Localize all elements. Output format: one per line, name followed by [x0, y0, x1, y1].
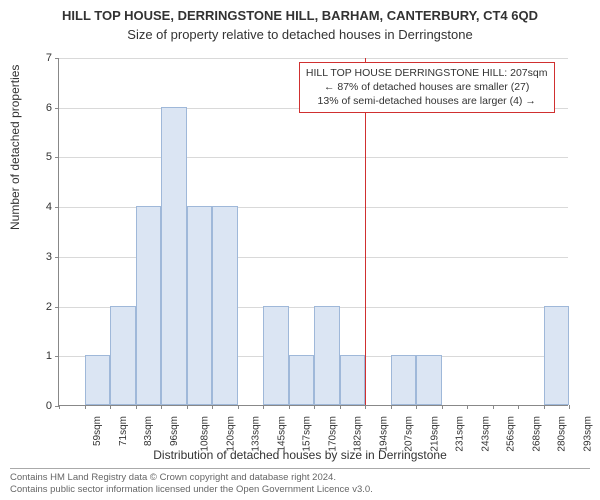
ytick-mark: [55, 356, 59, 357]
xtick-mark: [365, 405, 366, 409]
ytick-mark: [55, 307, 59, 308]
xtick-mark: [289, 405, 290, 409]
xtick-mark: [569, 405, 570, 409]
ytick-label: 5: [0, 151, 52, 163]
xtick-mark: [110, 405, 111, 409]
ytick-label: 2: [0, 301, 52, 313]
xtick-mark: [59, 405, 60, 409]
xtick-mark: [493, 405, 494, 409]
xtick-mark: [85, 405, 86, 409]
x-axis-label: Distribution of detached houses by size …: [0, 448, 600, 462]
ytick-mark: [55, 58, 59, 59]
xtick-label: 243sqm: [480, 416, 491, 452]
histogram-bar: [85, 355, 111, 405]
gridline: [59, 157, 568, 158]
xtick-label: 256sqm: [506, 416, 517, 452]
histogram-bar: [212, 206, 238, 405]
footer-line1: Contains HM Land Registry data © Crown c…: [10, 472, 590, 484]
histogram-bar: [314, 306, 340, 405]
xtick-mark: [391, 405, 392, 409]
chart-subtitle: Size of property relative to detached ho…: [0, 23, 600, 46]
ytick-label: 3: [0, 251, 52, 263]
xtick-mark: [544, 405, 545, 409]
footer-attribution: Contains HM Land Registry data © Crown c…: [10, 468, 590, 496]
xtick-mark: [212, 405, 213, 409]
annotation-box: HILL TOP HOUSE DERRINGSTONE HILL: 207sqm…: [299, 62, 555, 113]
xtick-label: 120sqm: [225, 416, 236, 452]
footer-line2: Contains public sector information licen…: [10, 484, 590, 496]
xtick-label: 96sqm: [169, 416, 180, 446]
annotation-line: ← 87% of detached houses are smaller (27…: [306, 80, 548, 94]
ytick-label: 7: [0, 52, 52, 64]
xtick-label: 219sqm: [429, 416, 440, 452]
xtick-label: 83sqm: [143, 416, 154, 446]
xtick-mark: [187, 405, 188, 409]
xtick-label: 133sqm: [251, 416, 262, 452]
plot-area: HILL TOP HOUSE DERRINGSTONE HILL: 207sqm…: [58, 58, 568, 406]
xtick-label: 71sqm: [118, 416, 129, 446]
xtick-mark: [467, 405, 468, 409]
ytick-mark: [55, 157, 59, 158]
xtick-mark: [238, 405, 239, 409]
xtick-label: 280sqm: [557, 416, 568, 452]
ytick-label: 4: [0, 201, 52, 213]
ytick-mark: [55, 257, 59, 258]
histogram-bar: [289, 355, 315, 405]
ytick-label: 6: [0, 102, 52, 114]
histogram-bar: [161, 107, 187, 405]
annotation-line: 13% of semi-detached houses are larger (…: [306, 94, 548, 108]
xtick-label: 108sqm: [200, 416, 211, 452]
xtick-label: 145sqm: [276, 416, 287, 452]
ytick-label: 1: [0, 350, 52, 362]
xtick-mark: [442, 405, 443, 409]
xtick-label: 293sqm: [582, 416, 593, 452]
ytick-label: 0: [0, 400, 52, 412]
gridline: [59, 58, 568, 59]
xtick-mark: [314, 405, 315, 409]
chart-title-address: HILL TOP HOUSE, DERRINGSTONE HILL, BARHA…: [0, 0, 600, 23]
histogram-bar: [416, 355, 442, 405]
xtick-label: 170sqm: [327, 416, 338, 452]
xtick-mark: [518, 405, 519, 409]
histogram-bar: [136, 206, 162, 405]
chart-container: HILL TOP HOUSE, DERRINGSTONE HILL, BARHA…: [0, 0, 600, 500]
annotation-line: HILL TOP HOUSE DERRINGSTONE HILL: 207sqm: [306, 66, 548, 80]
histogram-bar: [187, 206, 213, 405]
histogram-bar: [391, 355, 417, 405]
ytick-mark: [55, 207, 59, 208]
xtick-label: 194sqm: [378, 416, 389, 452]
xtick-mark: [416, 405, 417, 409]
xtick-label: 268sqm: [531, 416, 542, 452]
xtick-label: 182sqm: [353, 416, 364, 452]
xtick-label: 59sqm: [92, 416, 103, 446]
histogram-bar: [544, 306, 570, 405]
xtick-mark: [263, 405, 264, 409]
xtick-mark: [340, 405, 341, 409]
xtick-label: 157sqm: [302, 416, 313, 452]
xtick-label: 207sqm: [404, 416, 415, 452]
xtick-label: 231sqm: [455, 416, 466, 452]
xtick-mark: [161, 405, 162, 409]
histogram-bar: [340, 355, 366, 405]
xtick-mark: [136, 405, 137, 409]
histogram-bar: [263, 306, 289, 405]
histogram-bar: [110, 306, 136, 405]
ytick-mark: [55, 108, 59, 109]
